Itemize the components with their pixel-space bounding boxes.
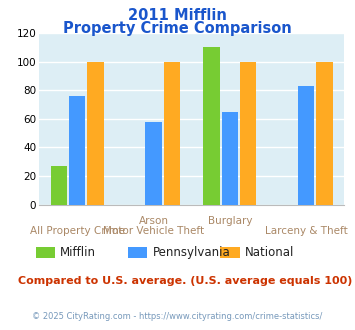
Bar — [240, 62, 256, 205]
Text: Arson: Arson — [138, 216, 169, 226]
Bar — [298, 86, 315, 205]
Text: Compared to U.S. average. (U.S. average equals 100): Compared to U.S. average. (U.S. average … — [18, 276, 352, 285]
Text: 2011 Mifflin: 2011 Mifflin — [128, 8, 227, 23]
Text: All Property Crime: All Property Crime — [30, 226, 125, 236]
Text: Property Crime Comparison: Property Crime Comparison — [63, 21, 292, 36]
Text: Mifflin: Mifflin — [60, 246, 96, 259]
Bar — [203, 47, 220, 205]
Bar — [145, 122, 162, 205]
Text: © 2025 CityRating.com - https://www.cityrating.com/crime-statistics/: © 2025 CityRating.com - https://www.city… — [32, 312, 323, 321]
Bar — [316, 62, 333, 205]
Bar — [51, 166, 67, 205]
Text: Motor Vehicle Theft: Motor Vehicle Theft — [103, 226, 204, 236]
Bar — [164, 62, 180, 205]
Text: National: National — [245, 246, 294, 259]
Bar — [87, 62, 104, 205]
Bar — [69, 96, 86, 205]
Text: Burglary: Burglary — [208, 216, 252, 226]
Bar — [222, 112, 238, 205]
Text: Larceny & Theft: Larceny & Theft — [265, 226, 348, 236]
Text: Pennsylvania: Pennsylvania — [153, 246, 230, 259]
